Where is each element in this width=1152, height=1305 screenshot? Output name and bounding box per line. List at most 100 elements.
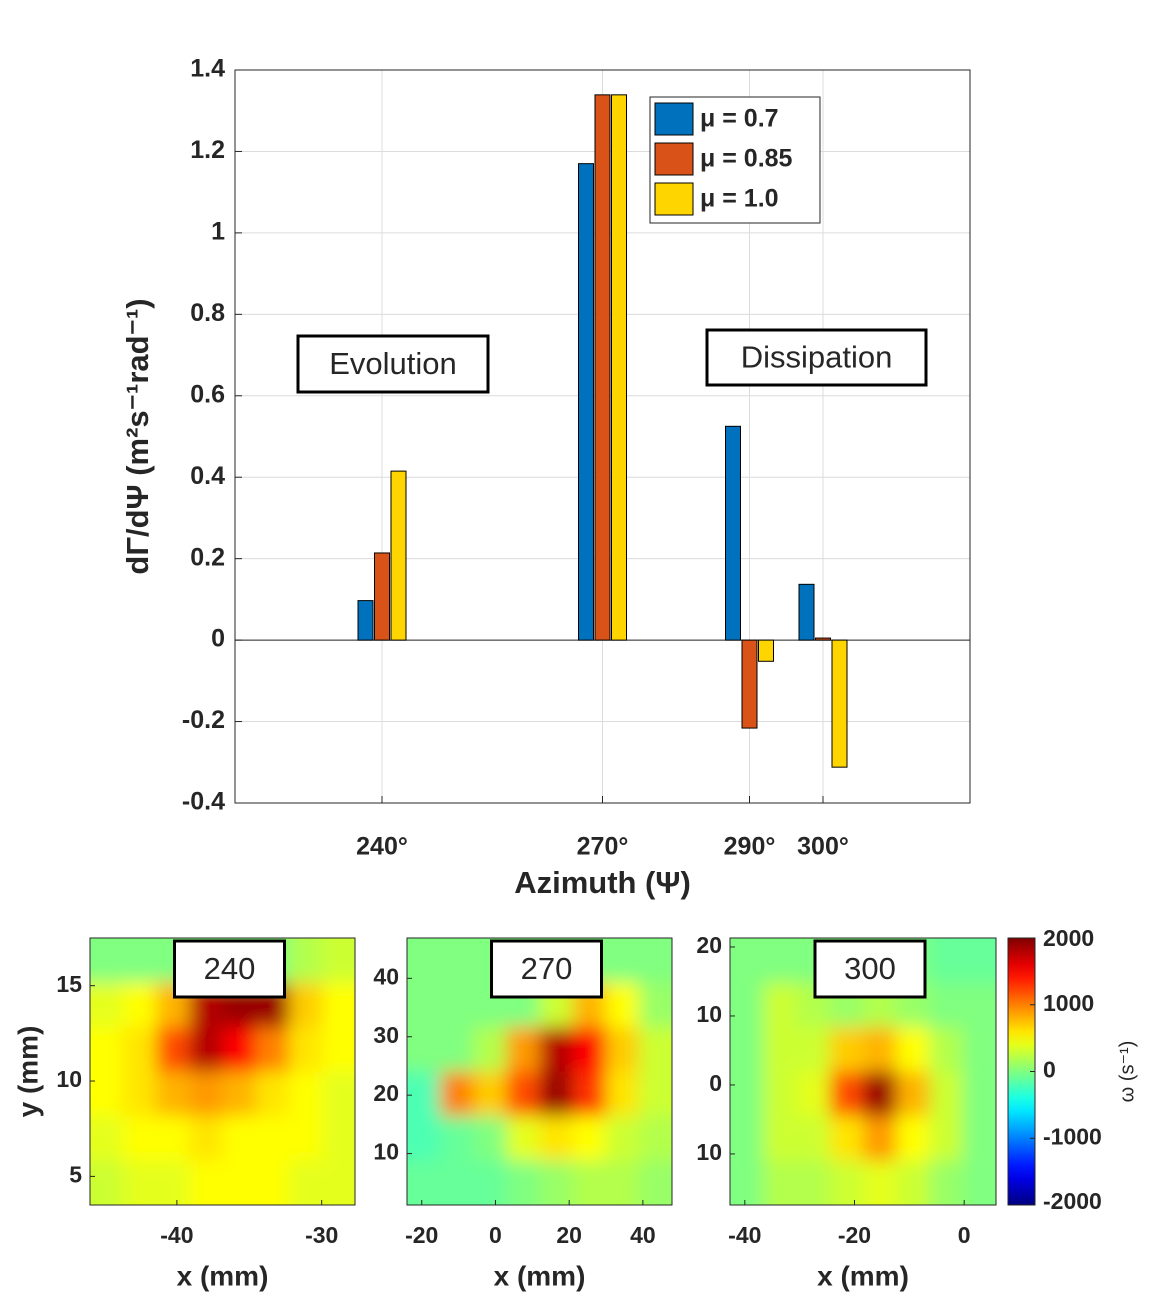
cell	[896, 1027, 930, 1072]
cell	[638, 1071, 672, 1117]
cell	[440, 982, 474, 1028]
cell	[321, 1071, 355, 1117]
x-axis-label: x (mm)	[817, 1260, 909, 1291]
cell	[539, 1027, 574, 1072]
cell	[962, 1027, 996, 1072]
y-tick-label: 20	[373, 1080, 399, 1106]
legend-label: μ = 1.0	[700, 185, 779, 213]
colorbar-tick-label: -1000	[1043, 1123, 1102, 1149]
cell	[929, 1027, 964, 1072]
bar	[578, 163, 594, 641]
cell	[288, 1116, 323, 1161]
cell	[572, 1027, 607, 1072]
cell	[605, 1160, 640, 1205]
cell	[440, 1027, 474, 1072]
cell	[929, 982, 964, 1028]
legend-label: μ = 0.85	[700, 145, 793, 173]
cell	[321, 938, 355, 983]
bar	[741, 639, 758, 729]
cell	[321, 1027, 355, 1072]
cell	[440, 1071, 474, 1117]
cell	[255, 1027, 290, 1072]
cell	[572, 1116, 607, 1161]
cell	[730, 1160, 764, 1205]
x-tick-label: -20	[405, 1222, 438, 1248]
cell	[407, 1071, 441, 1117]
cell	[962, 1071, 996, 1117]
cell	[605, 1027, 640, 1072]
colorbar-tick-label: 2000	[1043, 925, 1094, 951]
cell	[189, 1071, 223, 1117]
y-tick-label: 30	[373, 1022, 399, 1048]
bar	[725, 425, 741, 641]
cell	[730, 982, 764, 1028]
cell	[123, 938, 157, 983]
cell	[407, 1116, 441, 1161]
axes-box	[729, 937, 997, 1206]
cell	[896, 1160, 930, 1205]
cell	[288, 1071, 323, 1117]
axes-box	[406, 937, 673, 1206]
cell	[572, 1071, 607, 1117]
axes-box	[234, 69, 971, 804]
x-tick-label: 40	[630, 1222, 656, 1248]
y-tick-label: 5	[69, 1161, 82, 1187]
y-tick-label: 10	[696, 1001, 722, 1027]
y-tick-label: 0	[211, 625, 225, 653]
cell	[605, 1071, 640, 1117]
cell	[255, 1071, 290, 1117]
y-tick-label: 0	[709, 1070, 722, 1096]
cell	[863, 1160, 897, 1205]
x-tick-label: 0	[958, 1222, 971, 1248]
cell	[222, 1160, 257, 1205]
cell	[407, 938, 441, 983]
y-tick-label: 10	[373, 1139, 399, 1165]
cell	[288, 938, 323, 983]
y-tick-label: 40	[373, 963, 399, 989]
cell	[638, 1160, 672, 1205]
annotation-box	[296, 334, 490, 394]
x-tick-label: -40	[728, 1222, 761, 1248]
cell	[473, 1116, 507, 1161]
cell	[473, 1160, 507, 1205]
x-tick-label: -20	[838, 1222, 871, 1248]
x-tick-label: 20	[556, 1222, 582, 1248]
cell	[156, 1027, 190, 1072]
annotation: Evolution	[329, 346, 457, 381]
cell	[572, 1160, 607, 1205]
cell	[763, 1071, 797, 1117]
cell	[829, 1027, 864, 1072]
cell	[90, 1160, 124, 1205]
cell	[730, 1116, 764, 1161]
panel-title: 270	[521, 951, 573, 986]
cell	[763, 938, 797, 983]
bar	[798, 583, 815, 641]
cell	[896, 1116, 930, 1161]
cell	[962, 982, 996, 1028]
panel-title: 240	[204, 951, 256, 986]
cell	[473, 1027, 507, 1072]
cell	[156, 1071, 190, 1117]
legend-swatch	[654, 142, 694, 176]
cell	[863, 1071, 897, 1117]
cell	[638, 1027, 672, 1072]
cell	[763, 1027, 797, 1072]
cell	[638, 938, 672, 983]
cell	[189, 1160, 223, 1205]
annotation: Dissipation	[741, 340, 893, 375]
y-axis-label: y (mm)	[12, 1026, 43, 1118]
bar	[758, 639, 774, 662]
cell	[638, 1116, 672, 1161]
cell	[255, 1116, 290, 1161]
y-axis-label: dΓ/dΨ (m²s⁻¹rad⁻¹)	[120, 298, 155, 574]
cell	[605, 982, 640, 1028]
cell	[796, 1071, 831, 1117]
x-axis-label: Azimuth (Ψ)	[514, 865, 691, 900]
cell	[321, 1160, 355, 1205]
y-tick-label: 0.6	[190, 380, 225, 408]
cell	[506, 1116, 540, 1161]
cell	[730, 1027, 764, 1072]
cell	[222, 1027, 257, 1072]
legend-label: μ = 0.7	[700, 105, 779, 133]
cell	[829, 1160, 864, 1205]
